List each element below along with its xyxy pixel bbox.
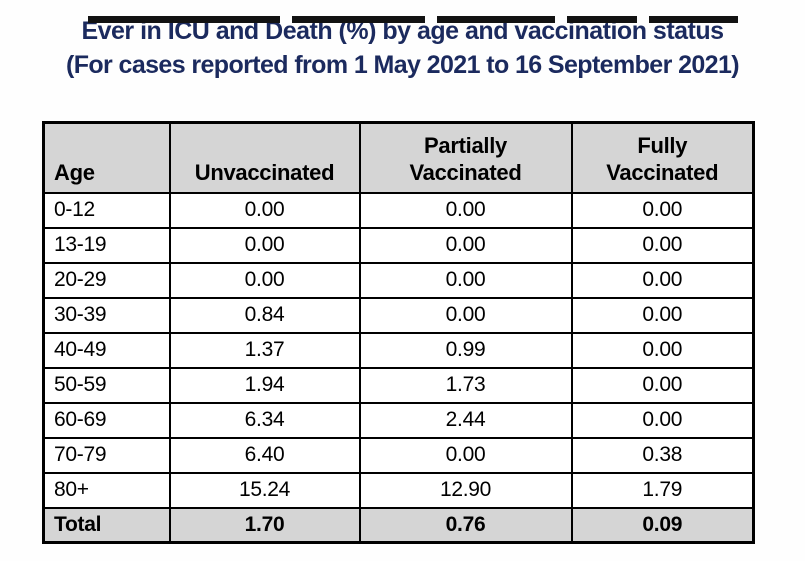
column-header-partially-vaccinated: Partially Vaccinated <box>358 121 573 194</box>
value-cell: 1.94 <box>168 366 361 404</box>
header-label: Vaccinated <box>409 160 522 185</box>
value-cell: 6.40 <box>168 436 361 474</box>
top-bar-segment <box>567 16 637 23</box>
value-cell: 0.00 <box>168 226 361 264</box>
value-cell: 0.00 <box>570 401 755 439</box>
value-cell: 0.00 <box>570 366 755 404</box>
header-label: Vaccinated <box>606 160 719 185</box>
age-cell: 50-59 <box>42 366 171 404</box>
top-bar-segment <box>437 16 555 23</box>
total-label-cell: Total <box>42 506 171 544</box>
cropped-top-bar <box>88 16 738 23</box>
value-cell: 1.73 <box>358 366 573 404</box>
value-cell: 0.99 <box>358 331 573 369</box>
total-value-cell: 0.09 <box>570 506 755 544</box>
total-value-cell: 1.70 <box>168 506 361 544</box>
table-row: 30-39 0.84 0.00 0.00 <box>42 296 755 334</box>
table-row: 13-19 0.00 0.00 0.00 <box>42 226 755 264</box>
value-cell: 0.00 <box>358 226 573 264</box>
value-cell: 15.24 <box>168 471 361 509</box>
table-total-row: Total 1.70 0.76 0.09 <box>42 506 755 544</box>
age-cell: 0-12 <box>42 191 171 229</box>
table-row: 50-59 1.94 1.73 0.00 <box>42 366 755 404</box>
value-cell: 0.00 <box>570 261 755 299</box>
infographic-page: Ever in ICU and Death (%) by age and vac… <box>0 16 805 561</box>
age-cell: 60-69 <box>42 401 171 439</box>
value-cell: 0.00 <box>570 191 755 229</box>
top-bar-segment <box>88 16 280 23</box>
table-row: 20-29 0.00 0.00 0.00 <box>42 261 755 299</box>
column-header-fully-vaccinated: Fully Vaccinated <box>570 121 755 194</box>
value-cell: 2.44 <box>358 401 573 439</box>
table-row: 70-79 6.40 0.00 0.38 <box>42 436 755 474</box>
age-cell: 80+ <box>42 471 171 509</box>
header-label: Partially <box>424 132 507 158</box>
icu-death-table: Age Unvaccinated Partially Vaccinated Fu… <box>42 121 755 544</box>
value-cell: 0.00 <box>358 261 573 299</box>
age-cell: 70-79 <box>42 436 171 474</box>
value-cell: 0.00 <box>168 191 361 229</box>
total-value-cell: 0.76 <box>358 506 573 544</box>
table-row: 0-12 0.00 0.00 0.00 <box>42 191 755 229</box>
value-cell: 0.00 <box>168 261 361 299</box>
table-row: 60-69 6.34 2.44 0.00 <box>42 401 755 439</box>
table-header-row: Age Unvaccinated Partially Vaccinated Fu… <box>42 121 755 194</box>
chart-subtitle: (For cases reported from 1 May 2021 to 1… <box>65 51 740 79</box>
age-cell: 13-19 <box>42 226 171 264</box>
top-bar-segment <box>292 16 425 23</box>
value-cell: 0.00 <box>570 331 755 369</box>
value-cell: 6.34 <box>168 401 361 439</box>
table-row: 80+ 15.24 12.90 1.79 <box>42 471 755 509</box>
header-label: Unvaccinated <box>194 160 335 185</box>
value-cell: 0.84 <box>168 296 361 334</box>
age-cell: 30-39 <box>42 296 171 334</box>
value-cell: 0.00 <box>358 436 573 474</box>
value-cell: 0.00 <box>358 296 573 334</box>
top-bar-segment <box>649 16 738 23</box>
value-cell: 0.00 <box>570 226 755 264</box>
value-cell: 0.00 <box>358 191 573 229</box>
value-cell: 0.00 <box>570 296 755 334</box>
table-row: 40-49 1.37 0.99 0.00 <box>42 331 755 369</box>
header-label: Fully <box>637 132 688 158</box>
value-cell: 12.90 <box>358 471 573 509</box>
column-header-unvaccinated: Unvaccinated <box>168 121 361 194</box>
header-label: Age <box>54 160 95 185</box>
value-cell: 1.37 <box>168 331 361 369</box>
column-header-age: Age <box>42 121 171 194</box>
age-cell: 20-29 <box>42 261 171 299</box>
age-cell: 40-49 <box>42 331 171 369</box>
value-cell: 1.79 <box>570 471 755 509</box>
value-cell: 0.38 <box>570 436 755 474</box>
